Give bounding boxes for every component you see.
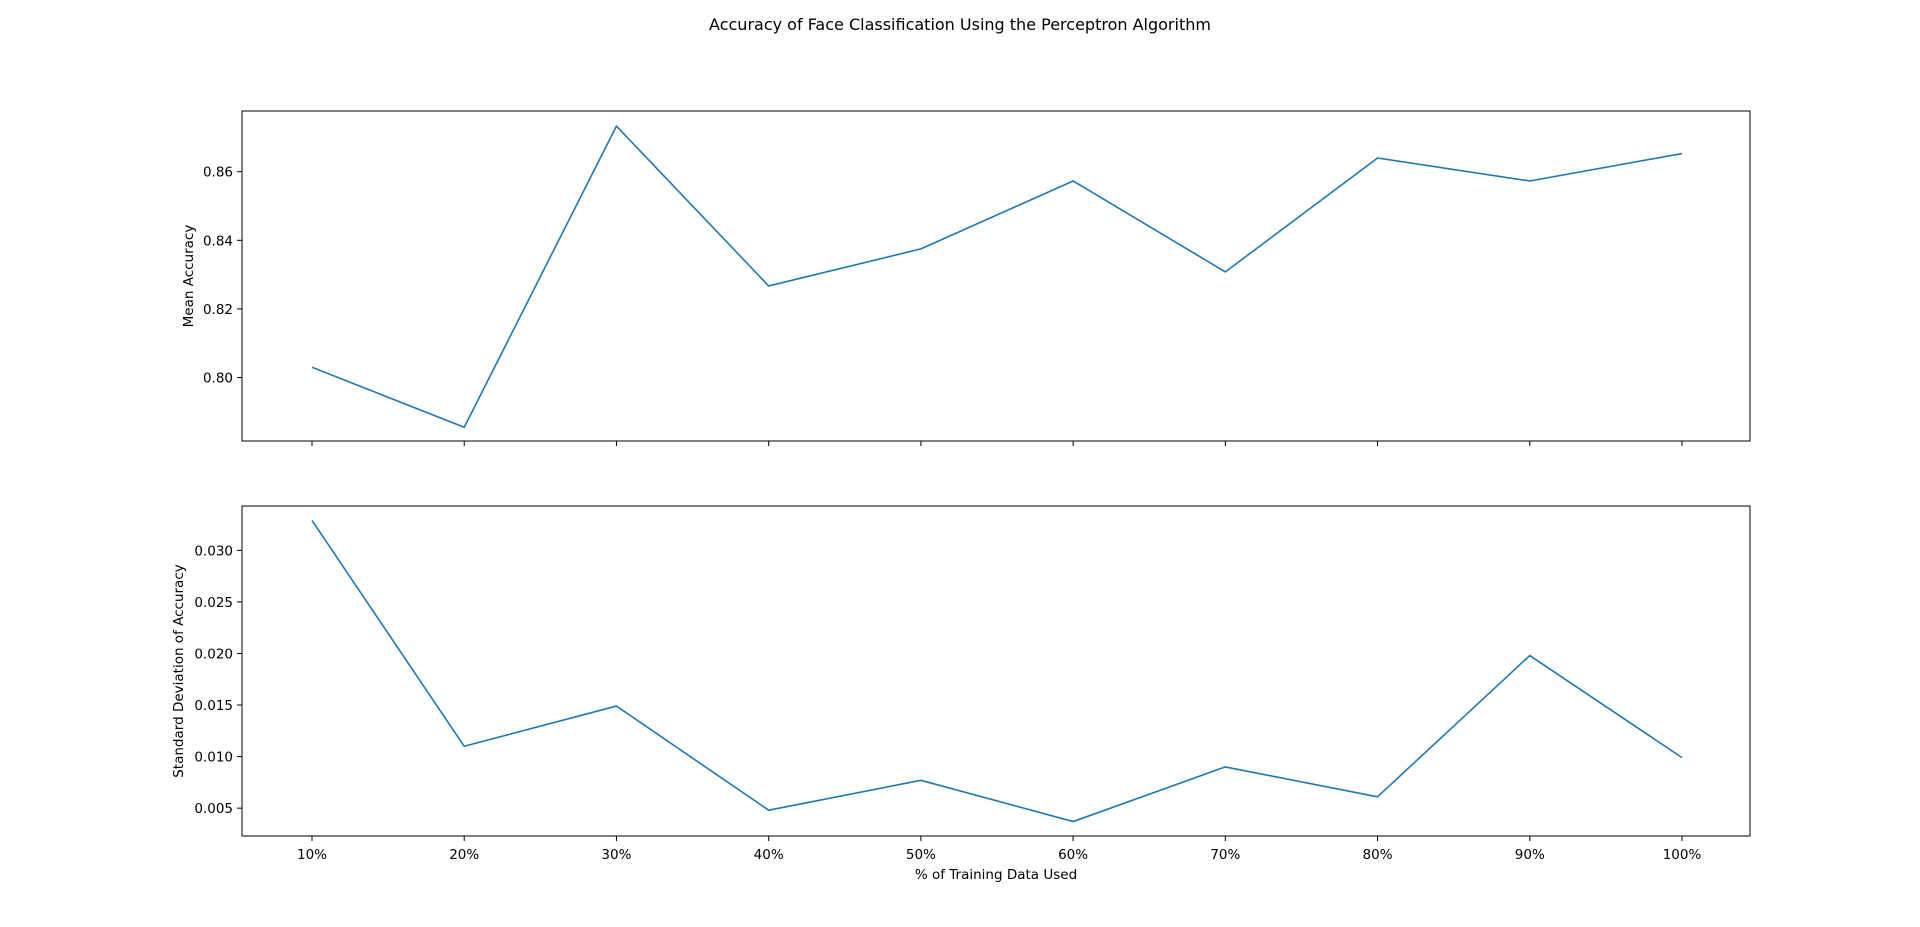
std-x-tick-label: 40%: [754, 847, 784, 863]
std-x-tick-label: 10%: [297, 847, 327, 863]
std-y-axis-label: Standard Deviation of Accuracy: [171, 564, 187, 778]
std-x-tick-label: 50%: [906, 847, 936, 863]
std-x-tick-label: 20%: [449, 847, 479, 863]
mean-y-tick-label: 0.80: [203, 371, 233, 387]
mean-y-axis-label: Mean Accuracy: [181, 225, 197, 328]
mean-series-line: [311, 125, 1683, 429]
std-x-tick-label: 100%: [1663, 847, 1702, 863]
std-series-line: [311, 519, 1683, 823]
std-accuracy-panel: 0.005 0.010 0.015 0.020 0.025 0.030 10% 20% 30% 4…: [171, 505, 1751, 883]
mean-axes-frame: [241, 110, 1751, 442]
std-x-tick-label: 70%: [1210, 847, 1240, 863]
std-x-tick-label: 60%: [1058, 847, 1088, 863]
std-x-tick-label: 80%: [1363, 847, 1393, 863]
mean-y-tick-label: 0.84: [203, 233, 233, 249]
std-y-tick-label: 0.005: [194, 801, 233, 817]
std-y-tick-label: 0.010: [194, 750, 233, 766]
std-x-tick-label: 90%: [1515, 847, 1545, 863]
std-y-tick-label: 0.030: [194, 543, 233, 559]
std-x-axis-label: % of Training Data Used: [915, 867, 1077, 883]
mean-y-tick-label: 0.82: [203, 302, 233, 318]
std-y-tick-label: 0.015: [194, 698, 233, 714]
std-y-tick-label: 0.020: [194, 646, 233, 662]
std-axes-frame: [241, 505, 1751, 837]
figure-title: Accuracy of Face Classification Using th…: [709, 15, 1211, 34]
mean-accuracy-panel: 0.80 0.82 0.84 0.86 Mean Accuracy: [181, 110, 1751, 446]
std-x-tick-label: 30%: [601, 847, 631, 863]
std-y-tick-label: 0.025: [194, 595, 233, 611]
mean-y-tick-label: 0.86: [203, 165, 233, 181]
